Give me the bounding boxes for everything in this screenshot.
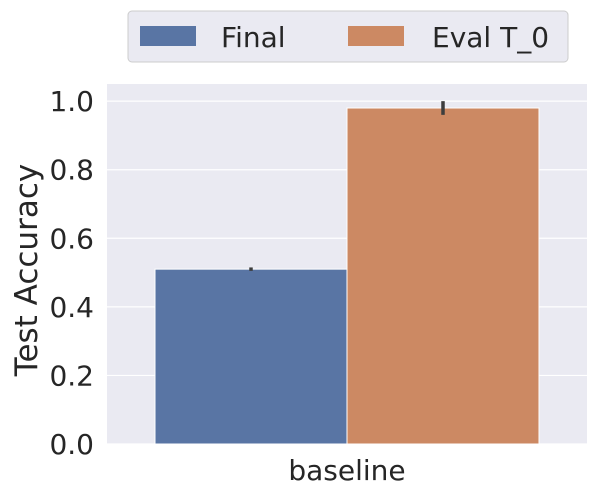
- legend: Final Eval T_0: [127, 10, 569, 63]
- x-tick-labels: baseline: [288, 454, 405, 487]
- bars: [154, 107, 540, 445]
- legend-label: Eval T_0: [432, 21, 549, 54]
- y-tick-label: 0.0: [49, 428, 94, 461]
- y-tick-label: 0.6: [49, 222, 94, 255]
- error-bars: [249, 101, 445, 271]
- legend-swatch: [348, 26, 404, 46]
- y-tick-labels: 0.0 0.2 0.4 0.6 0.8 1.0: [49, 85, 94, 461]
- y-tick-label: 1.0: [49, 85, 94, 118]
- y-axis-label: Test Accuracy: [9, 164, 45, 377]
- y-tick-label: 0.2: [49, 359, 94, 392]
- x-tick-label: baseline: [288, 454, 405, 487]
- bar-eval-t-0: [346, 107, 540, 445]
- legend-swatch: [140, 26, 196, 46]
- y-tick-label: 0.8: [49, 154, 94, 187]
- bar-final: [154, 268, 348, 445]
- y-tick-label: 0.4: [49, 291, 94, 324]
- legend-label: Final: [221, 21, 286, 54]
